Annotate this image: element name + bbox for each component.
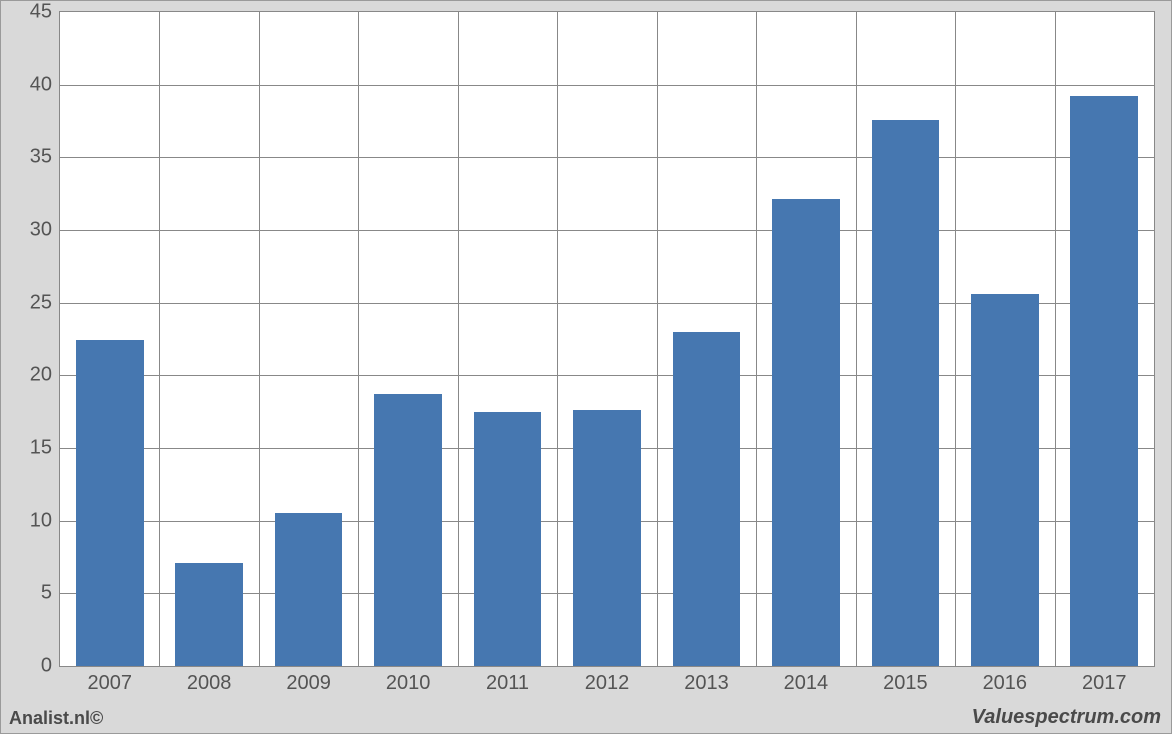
- bar: [872, 120, 940, 666]
- y-tick-label: 0: [10, 655, 60, 678]
- y-tick-label: 45: [10, 1, 60, 24]
- bar: [474, 412, 542, 666]
- x-tick-label: 2016: [983, 666, 1028, 695]
- y-tick-label: 30: [10, 219, 60, 242]
- x-tick-label: 2013: [684, 666, 729, 695]
- bar: [1070, 96, 1138, 666]
- y-tick-label: 10: [10, 509, 60, 532]
- x-tick-label: 2009: [286, 666, 331, 695]
- bar: [772, 199, 840, 666]
- x-tick-label: 2015: [883, 666, 928, 695]
- gridline-h: [60, 85, 1154, 86]
- y-tick-label: 5: [10, 582, 60, 605]
- x-tick-label: 2012: [585, 666, 630, 695]
- gridline-v: [159, 12, 160, 666]
- chart-container: 0 5 10 15 20 25 30 35 40 45 2007 2008 2009 2010 2011 20…: [0, 0, 1172, 734]
- y-tick-label: 25: [10, 291, 60, 314]
- gridline-v: [557, 12, 558, 666]
- bar: [175, 563, 243, 666]
- y-tick-label: 40: [10, 73, 60, 96]
- gridline-h: [60, 157, 1154, 158]
- bar: [673, 332, 741, 666]
- y-tick-label: 15: [10, 437, 60, 460]
- gridline-v: [856, 12, 857, 666]
- gridline-h: [60, 230, 1154, 231]
- bar: [374, 394, 442, 666]
- gridline-v: [259, 12, 260, 666]
- gridline-v: [657, 12, 658, 666]
- x-tick-label: 2014: [784, 666, 829, 695]
- footer-right: Valuespectrum.com: [972, 706, 1161, 729]
- bar: [76, 340, 144, 666]
- y-tick-label: 35: [10, 146, 60, 169]
- plot-area: 0510152025303540452007200820092010201120…: [59, 11, 1155, 667]
- plot-wrap: 0510152025303540452007200820092010201120…: [7, 7, 1165, 703]
- bar: [971, 294, 1039, 666]
- gridline-v: [358, 12, 359, 666]
- gridline-v: [756, 12, 757, 666]
- x-tick-label: 2008: [187, 666, 232, 695]
- x-tick-label: 2011: [486, 666, 529, 695]
- x-tick-label: 2010: [386, 666, 431, 695]
- x-tick-label: 2007: [87, 666, 132, 695]
- bar: [275, 513, 343, 666]
- bar: [573, 410, 641, 666]
- gridline-v: [458, 12, 459, 666]
- x-tick-label: 2017: [1082, 666, 1127, 695]
- y-tick-label: 20: [10, 364, 60, 387]
- gridline-v: [955, 12, 956, 666]
- gridline-v: [1055, 12, 1056, 666]
- footer-left: Analist.nl©: [9, 708, 103, 729]
